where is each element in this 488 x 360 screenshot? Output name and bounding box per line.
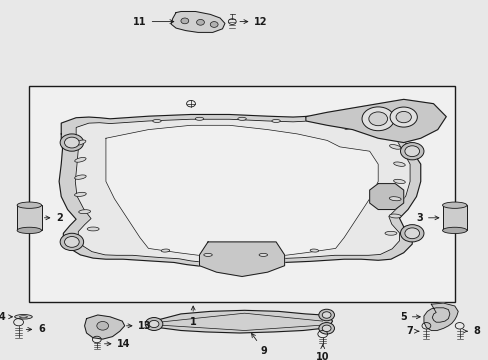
Polygon shape [369,184,403,210]
Ellipse shape [74,192,86,197]
Ellipse shape [442,227,466,234]
Ellipse shape [87,227,99,231]
Ellipse shape [75,157,86,162]
Polygon shape [84,315,124,339]
Text: 12: 12 [240,17,267,27]
Circle shape [60,134,83,151]
Polygon shape [106,125,377,259]
Circle shape [361,107,393,131]
Circle shape [196,19,204,25]
Circle shape [318,309,334,321]
Polygon shape [171,12,224,32]
Ellipse shape [20,316,27,318]
Polygon shape [59,114,420,268]
Polygon shape [75,119,411,264]
Ellipse shape [389,144,400,149]
Polygon shape [423,303,457,330]
Circle shape [400,143,423,160]
Text: 9: 9 [251,333,267,356]
Text: 11: 11 [133,17,173,27]
Ellipse shape [442,202,466,208]
Text: 7: 7 [406,326,418,336]
Ellipse shape [17,227,41,234]
Ellipse shape [15,315,32,319]
Bar [17,205,41,230]
Ellipse shape [195,117,203,120]
Ellipse shape [75,140,86,145]
Polygon shape [305,99,446,143]
Circle shape [97,321,108,330]
Bar [442,205,466,230]
Ellipse shape [259,253,267,256]
Text: 5: 5 [399,312,419,322]
Circle shape [64,237,79,247]
Ellipse shape [384,231,396,235]
Circle shape [389,107,416,127]
Text: 10: 10 [315,345,329,360]
Circle shape [181,18,188,24]
Ellipse shape [393,179,405,184]
Ellipse shape [161,249,169,252]
Ellipse shape [152,120,161,122]
Text: 3: 3 [415,213,438,223]
Circle shape [149,320,159,328]
Text: 14: 14 [104,339,131,349]
Text: 6: 6 [26,324,45,334]
Circle shape [60,233,83,251]
Circle shape [318,323,334,334]
Ellipse shape [79,210,90,213]
Circle shape [322,325,330,332]
Text: 2: 2 [44,213,63,223]
Ellipse shape [237,117,246,120]
Circle shape [404,146,419,157]
Ellipse shape [203,253,212,256]
Circle shape [404,228,419,239]
Ellipse shape [388,214,400,218]
Ellipse shape [75,175,86,179]
Polygon shape [199,242,284,276]
Circle shape [145,318,163,330]
Circle shape [368,112,387,126]
Circle shape [400,225,423,242]
Circle shape [395,112,410,123]
Ellipse shape [17,202,41,208]
Ellipse shape [271,120,280,122]
Text: 13: 13 [126,321,152,331]
Bar [29,86,454,302]
Text: 8: 8 [462,326,479,336]
Ellipse shape [393,162,405,166]
Circle shape [64,137,79,148]
Circle shape [210,22,218,27]
Polygon shape [151,310,332,333]
Text: 4: 4 [0,312,12,322]
Text: 1: 1 [189,306,196,327]
Ellipse shape [388,197,400,201]
Ellipse shape [309,249,318,252]
Circle shape [322,312,330,318]
